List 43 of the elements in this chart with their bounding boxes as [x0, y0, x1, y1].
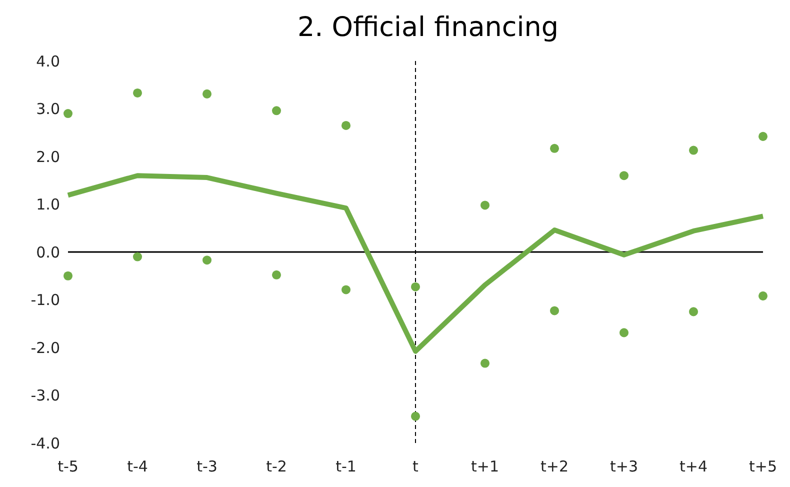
x-tick-label: t [412, 458, 419, 476]
point [410, 282, 420, 292]
x-tick-label: t-1 [336, 458, 356, 476]
x-tick-label: t+3 [610, 458, 638, 476]
point [619, 328, 629, 338]
point [202, 89, 212, 98]
y-tick-label: 3.0 [36, 100, 60, 118]
point [550, 306, 560, 316]
point [272, 106, 282, 116]
x-tick-label: t-4 [127, 458, 148, 476]
point [202, 256, 212, 265]
y-tick-label: 2.0 [36, 148, 60, 166]
x-tick-label: t-2 [266, 458, 287, 476]
y-tick-label: 1.0 [36, 196, 60, 214]
point [132, 252, 142, 262]
chart-title: 2. Official financing [296, 11, 560, 45]
point [132, 88, 142, 98]
y-tick-label: -2.0 [30, 338, 60, 357]
y-tick-label: 4.0 [36, 52, 60, 70]
x-tick-label: t-3 [196, 458, 218, 476]
point [619, 171, 629, 180]
x-tick-label: t+1 [471, 458, 499, 476]
x-tick-label: t+4 [680, 458, 708, 476]
point [341, 120, 351, 130]
point [688, 307, 698, 316]
x-tick-label: t-5 [58, 458, 78, 476]
point [63, 271, 73, 280]
point [550, 144, 560, 153]
y-tick-label: -3.0 [30, 386, 60, 405]
point [480, 200, 490, 210]
point [758, 132, 768, 141]
x-tick-label: t+5 [749, 458, 777, 476]
point [341, 285, 351, 294]
point [63, 109, 73, 118]
y-tick-label: -1.0 [30, 291, 60, 310]
point [480, 358, 490, 368]
point [758, 291, 768, 300]
point [410, 412, 420, 421]
y-tick-label: -4.0 [30, 434, 60, 452]
point [272, 270, 282, 280]
point [688, 146, 698, 155]
x-tick-label: t+2 [540, 458, 568, 476]
y-tick-label: 0.0 [36, 243, 60, 262]
